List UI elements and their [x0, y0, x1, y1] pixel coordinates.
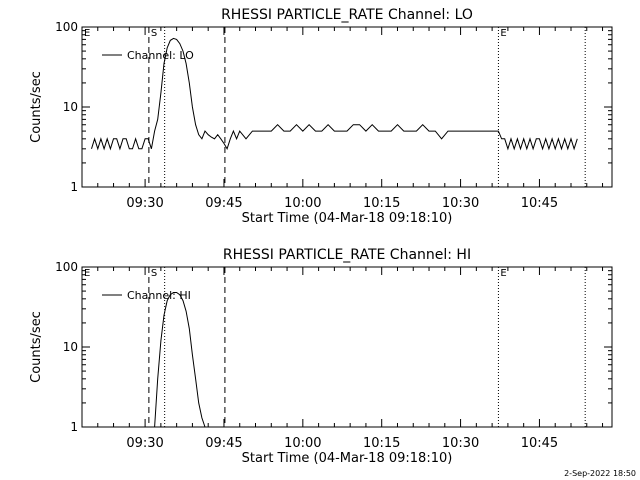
- x-tick-label: 10:15: [363, 436, 400, 451]
- chart-panel-2: RHESSI PARTICLE_RATE Channel: HI 09:30 09:…: [29, 247, 613, 466]
- x-tick-label: 09:45: [205, 196, 242, 211]
- x-tick-label: 09:30: [126, 196, 163, 211]
- x-axis-label: Start Time (04-Mar-18 09:18:10): [242, 211, 453, 226]
- y-tick-label: 100: [55, 20, 78, 34]
- x-tick-label: 10:45: [521, 196, 558, 211]
- legend-label: Channel: HI: [127, 289, 191, 302]
- chart-panel-1: RHESSI PARTICLE_RATE Channel: LO 09:30 09:…: [29, 7, 613, 226]
- x-axis-label: Start Time (04-Mar-18 09:18:10): [242, 451, 453, 466]
- footer-timestamp: 2-Sep-2022 18:50: [564, 469, 636, 478]
- x-tick-label: 10:00: [284, 436, 321, 451]
- marker-label: E: [500, 268, 506, 279]
- x-tick-label: 10:00: [284, 196, 321, 211]
- y-tick-label: 100: [55, 260, 78, 274]
- chart-title: RHESSI PARTICLE_RATE Channel: HI: [223, 247, 471, 263]
- y-tick-label: 1: [70, 420, 78, 434]
- marker-label: S: [151, 28, 157, 39]
- legend-label: Channel: LO: [127, 49, 194, 62]
- x-tick-label: 09:30: [126, 436, 163, 451]
- y-tick-label: 1: [70, 180, 78, 194]
- marker-label: E: [500, 28, 506, 39]
- x-tick-label: 10:45: [521, 436, 558, 451]
- x-tick-label: 10:30: [442, 436, 479, 451]
- marker-label: E: [84, 28, 90, 39]
- series-line: [91, 37, 578, 151]
- marker-label: S: [151, 268, 157, 279]
- y-axis-label: Counts/sec: [29, 311, 44, 383]
- series-line: [154, 292, 206, 427]
- y-axis-label: Counts/sec: [29, 71, 44, 143]
- y-tick-label: 10: [63, 340, 78, 354]
- x-tick-label: 09:45: [205, 436, 242, 451]
- y-tick-label: 10: [63, 100, 78, 114]
- marker-label: E: [84, 268, 90, 279]
- x-tick-label: 10:15: [363, 196, 400, 211]
- x-tick-label: 10:30: [442, 196, 479, 211]
- chart-title: RHESSI PARTICLE_RATE Channel: LO: [221, 7, 473, 23]
